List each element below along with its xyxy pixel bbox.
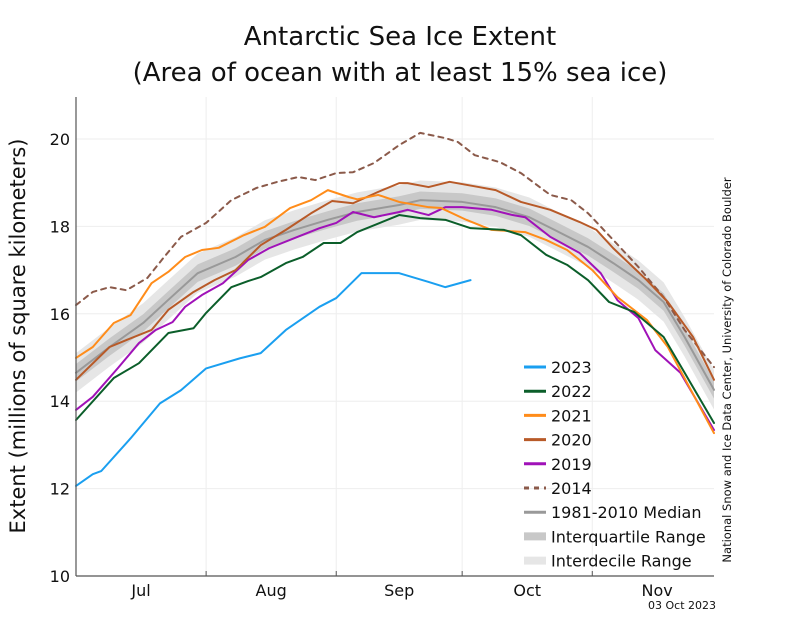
x-tick-label: Nov [642,581,673,600]
legend-label: 2014 [551,479,592,498]
legend-label: 2020 [551,431,592,450]
x-tick-label: Sep [384,581,414,600]
median-line [75,199,715,391]
series-line-2022 [75,214,715,425]
legend-label: 2022 [551,382,592,401]
legend-label: Interquartile Range [551,527,706,546]
y-tick-label: 12 [50,480,70,499]
legend-label: Interdecile Range [551,552,692,571]
x-tick-label: Aug [256,581,287,600]
x-tick-label: Jul [130,581,150,600]
series-line-2014 [75,131,715,369]
y-tick-label: 20 [50,130,70,149]
date-stamp: 03 Oct 2023 [648,599,717,612]
chart-title: Antarctic Sea Ice Extent [243,22,557,52]
y-tick-label: 16 [50,305,70,324]
legend-label: 1981-2010 Median [551,503,702,522]
legend-label: 2021 [551,406,592,425]
series-line-2020 [75,180,715,381]
series-line-2021 [75,189,715,435]
x-tick-label: Oct [513,581,541,600]
y-tick-label: 10 [50,567,70,586]
series-line-2023 [75,272,472,487]
legend-label: 2023 [551,358,592,377]
y-tick-label: 18 [50,217,70,236]
legend-label: 2019 [551,455,592,474]
y-tick-label: 14 [50,392,70,411]
series-line-2019 [75,206,715,432]
chart-subtitle: (Area of ocean with at least 15% sea ice… [132,58,668,88]
